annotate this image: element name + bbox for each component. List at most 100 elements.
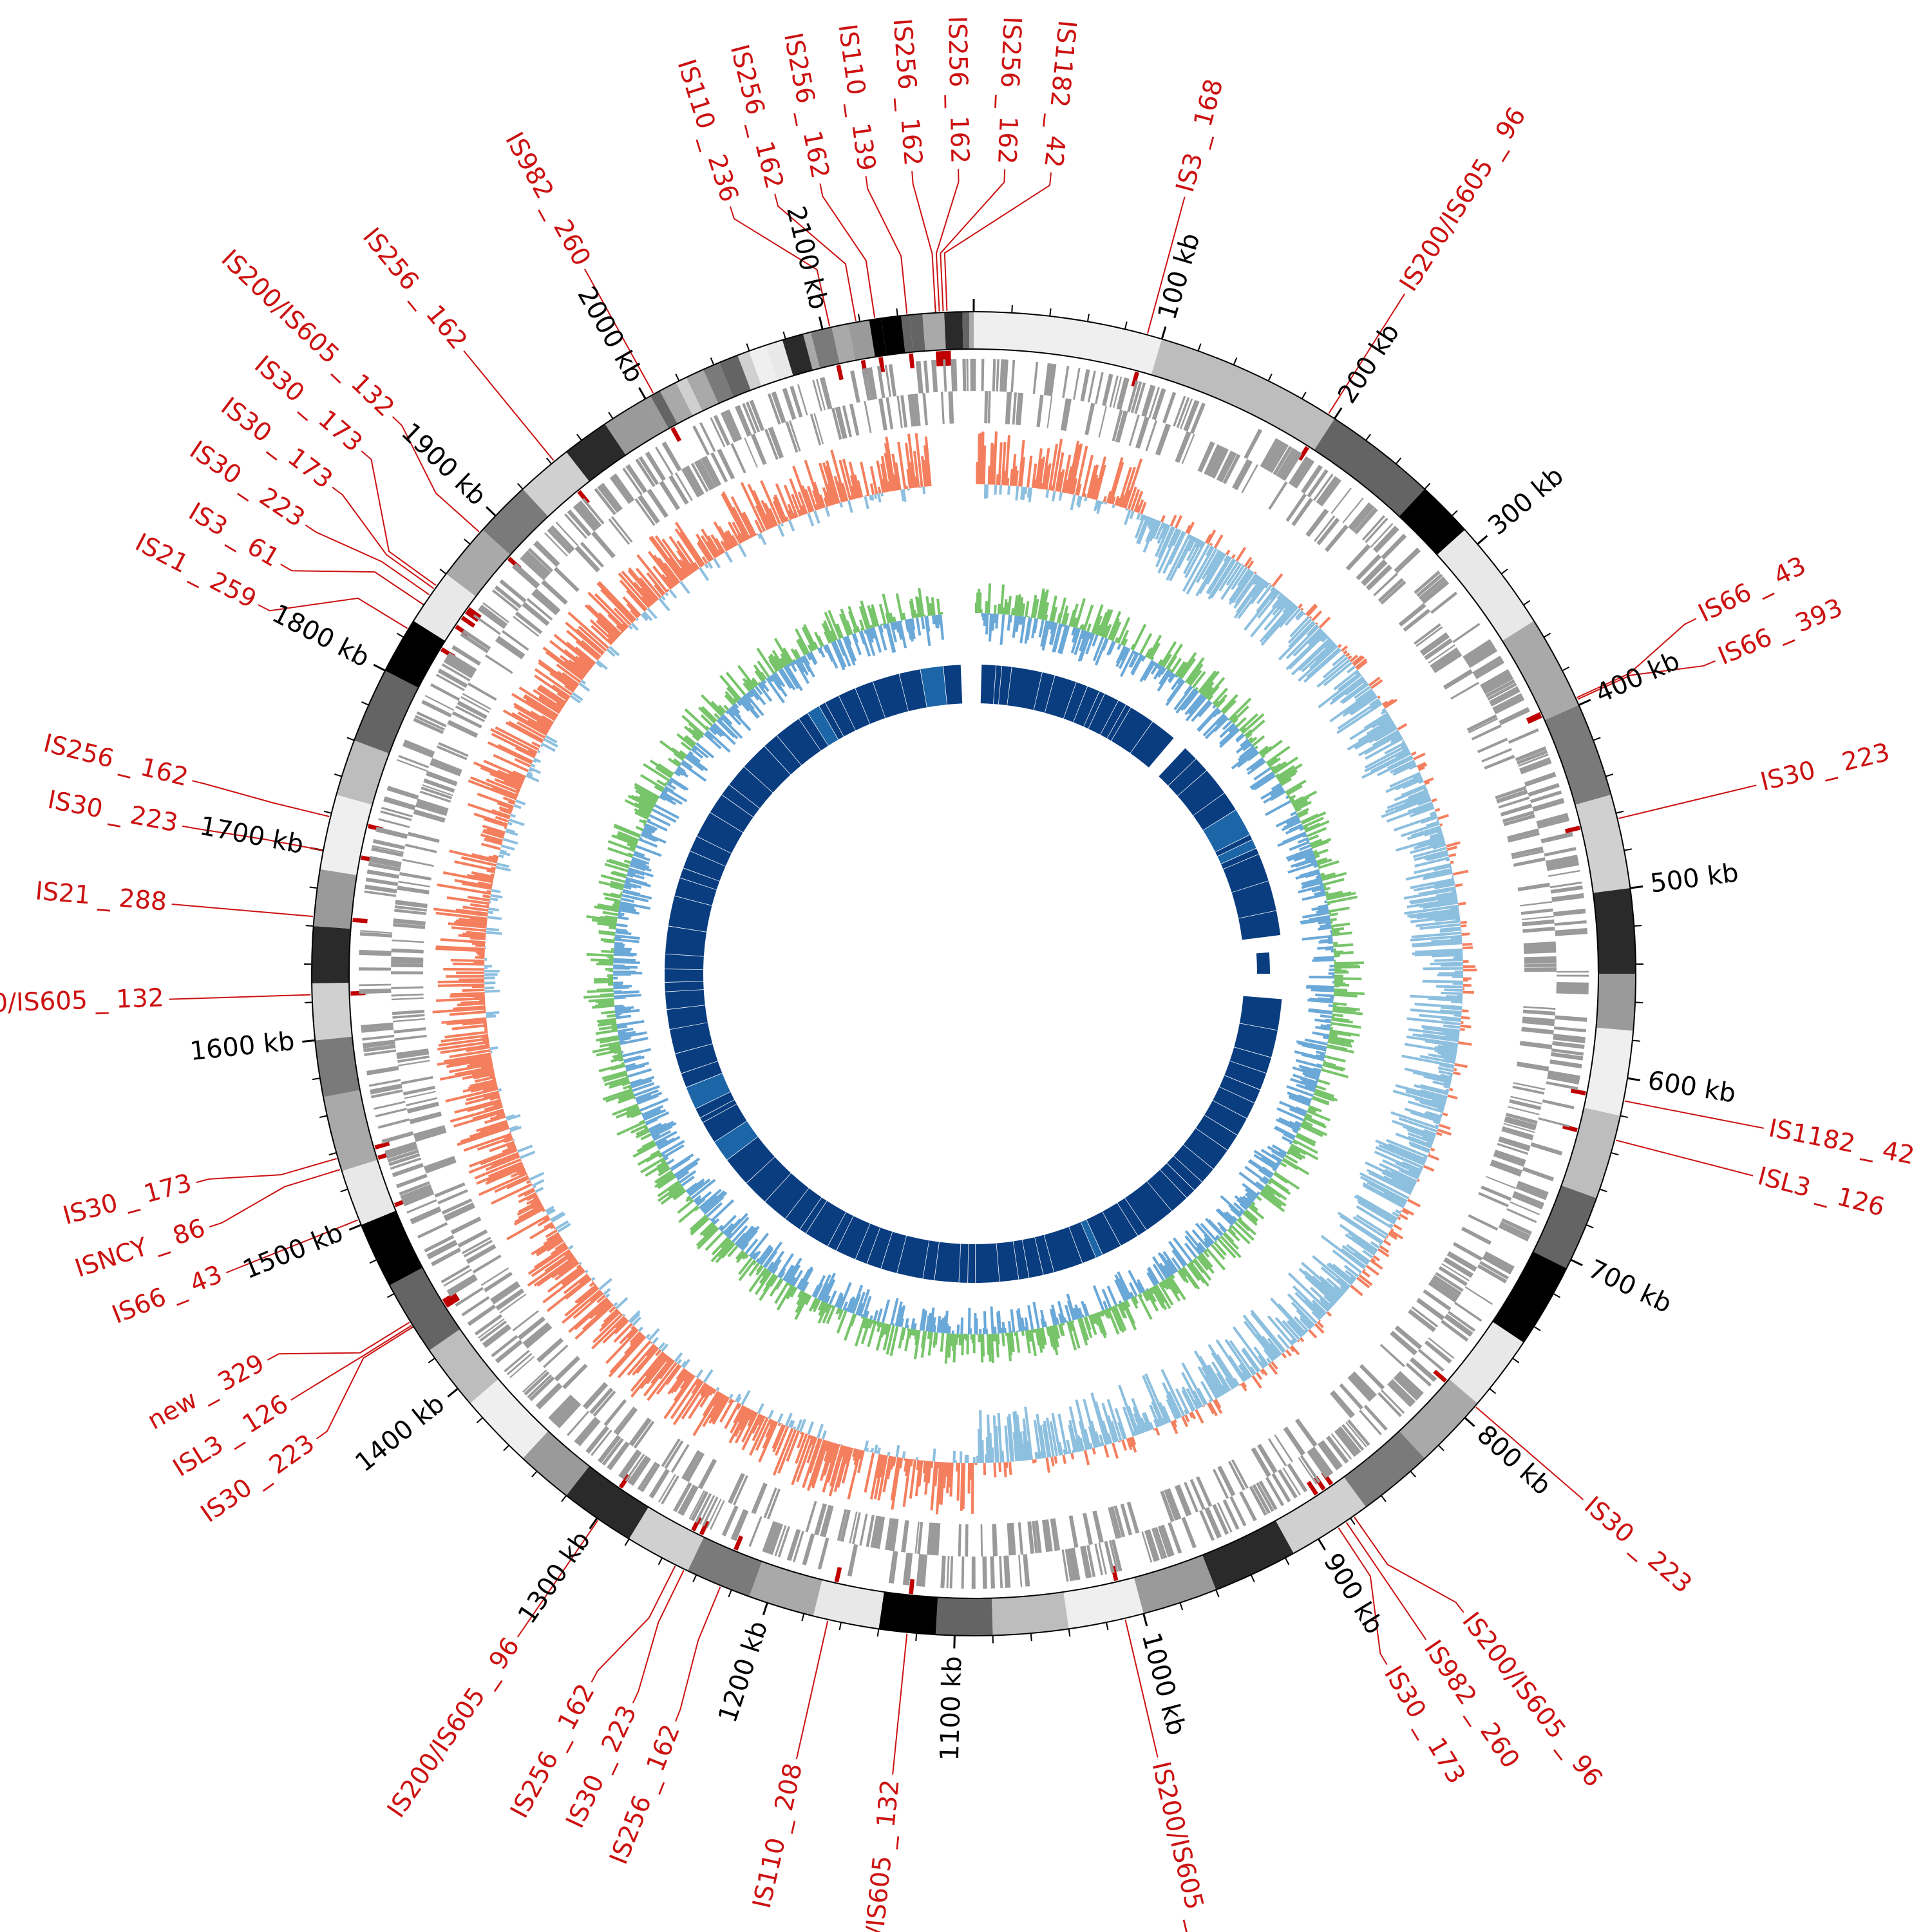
kb-tick-label: 1900 kb (395, 417, 492, 511)
gene-block (865, 367, 876, 401)
coverage-block (675, 1044, 718, 1074)
gene-block (515, 611, 543, 634)
gene-block (870, 1515, 878, 1548)
gene-block (1498, 1225, 1529, 1242)
gene-block (406, 1199, 437, 1214)
ideogram-block (737, 351, 762, 390)
gene-block (1112, 409, 1123, 442)
gene-block (768, 1522, 784, 1555)
gene-block (1504, 1119, 1536, 1131)
gene-block (1546, 1081, 1578, 1090)
gene-block (850, 370, 860, 403)
is-leader-line (1577, 618, 1697, 699)
gene-block (1508, 728, 1539, 744)
gene-block (1331, 488, 1352, 515)
ideogram-block (650, 390, 678, 429)
ideogram-block (1151, 339, 1335, 450)
gene-block (1501, 1218, 1532, 1235)
kb-tick-label: 1600 kb (189, 1027, 296, 1066)
gene-block (1098, 406, 1108, 438)
minor-tick (1380, 1495, 1387, 1502)
minor-tick (1624, 848, 1632, 851)
gene-block (1034, 1520, 1042, 1553)
gene-block (1300, 1455, 1321, 1484)
gene-block (390, 1157, 422, 1170)
kb-tick-label: 1500 kb (239, 1218, 347, 1285)
gene-block (400, 1184, 431, 1200)
gene-block (792, 1530, 804, 1562)
gene-block (1550, 885, 1583, 894)
gene-block (1249, 1486, 1267, 1516)
gene-block (386, 786, 419, 800)
gene-block (1108, 1540, 1119, 1572)
coverage-block (1195, 1115, 1238, 1150)
gene-block (1356, 554, 1382, 581)
ideogram-block (446, 529, 511, 597)
gene-block (1430, 647, 1459, 669)
gene-block (1556, 974, 1589, 977)
gene-block (448, 1275, 478, 1297)
gene-block (1447, 1311, 1476, 1332)
gene-block (1393, 1376, 1419, 1401)
is-leader-line (819, 183, 876, 318)
gene-block (455, 705, 485, 723)
is-element-label: IS200/IS605 _ 96 (1146, 1759, 1223, 1932)
gene-block (1212, 1468, 1229, 1499)
gene-block (1298, 1457, 1318, 1485)
minor-tick (1605, 773, 1614, 777)
gene-block (717, 448, 735, 480)
gene-block (1551, 1048, 1584, 1056)
gene-block (1409, 1357, 1437, 1382)
gene-block (764, 428, 779, 460)
gene-block (1516, 750, 1548, 765)
gene-block (1112, 376, 1122, 408)
gene-block (962, 359, 967, 392)
is-leader-line (1146, 196, 1186, 334)
ideogram-block (944, 312, 963, 350)
ideogram-block (901, 314, 913, 353)
gene-block (1556, 985, 1589, 991)
ideogram-block (354, 670, 419, 754)
gene-block (1524, 772, 1557, 787)
gene-block (1517, 1180, 1549, 1197)
gene-block (580, 542, 604, 568)
gene-block (406, 1097, 438, 1106)
is-element-label: IS256 _ 162 (41, 729, 191, 793)
gene-block (786, 1529, 801, 1561)
gene-block (1305, 508, 1329, 537)
gene-block (618, 1449, 639, 1477)
gene-block (372, 845, 404, 854)
gene-block (394, 905, 427, 912)
coverage-block (1073, 686, 1099, 727)
gene-block (1484, 755, 1515, 770)
gene-block (762, 1520, 777, 1553)
gene-block (551, 1396, 576, 1423)
is-leader-line (584, 269, 654, 393)
coverage-block (697, 812, 743, 854)
major-tick (1630, 885, 1643, 889)
gene-block (1556, 971, 1589, 973)
gene-block (1222, 1499, 1240, 1530)
gene-block (1424, 638, 1453, 661)
gene-block (399, 872, 432, 881)
coverage-block (667, 1005, 708, 1030)
gene-block (1521, 1027, 1554, 1035)
gene-block (704, 455, 722, 486)
gene-block (1498, 1136, 1531, 1151)
gene-block (1524, 956, 1557, 961)
gene-block (524, 1324, 553, 1349)
gene-block (1324, 524, 1349, 553)
gene-block (402, 1189, 435, 1207)
gene-block (1544, 847, 1577, 857)
gene-block (673, 1482, 692, 1513)
is-leader-line (935, 169, 960, 312)
gene-block (1151, 1528, 1164, 1560)
ideogram-block (605, 399, 665, 455)
gene-block (655, 446, 674, 475)
gene-block (840, 1510, 851, 1542)
ideogram-block (1343, 1431, 1425, 1508)
gene-block (1176, 397, 1190, 428)
gene-block (699, 422, 716, 453)
gene-block (1204, 1507, 1222, 1539)
gene-block (495, 638, 524, 659)
